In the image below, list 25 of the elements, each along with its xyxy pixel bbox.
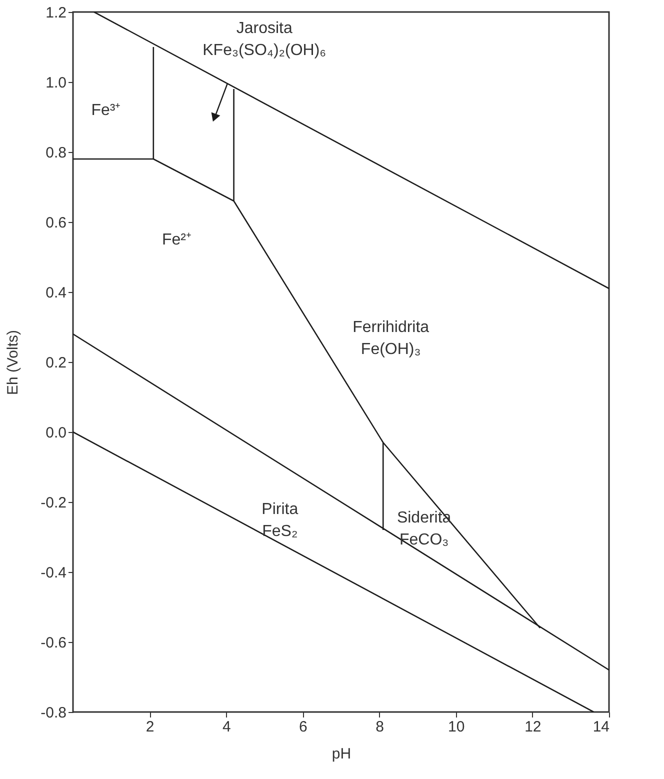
annotation: Fe³⁺ bbox=[91, 102, 120, 119]
x-tick-label: 12 bbox=[524, 718, 542, 736]
x-tick-label: 10 bbox=[448, 718, 465, 736]
x-tick-label: 14 bbox=[592, 718, 610, 736]
y-tick-label: -0.4 bbox=[40, 564, 66, 582]
y-tick-label: 0.2 bbox=[46, 354, 66, 372]
annotation: Ferrihidrita Fe(OH)₃ bbox=[352, 319, 430, 358]
y-tick-label: 0.4 bbox=[46, 284, 66, 302]
y-tick-label: 0.6 bbox=[46, 214, 66, 232]
x-tick-label: 4 bbox=[222, 718, 231, 736]
annotation: Pirita FeS₂ bbox=[262, 501, 298, 540]
y-axis-title: Eh (Volts) bbox=[4, 330, 22, 396]
x-axis-title: pH bbox=[332, 746, 352, 762]
annotation: Jarosita KFe₃(SO₄)₂(OH)₆ bbox=[202, 20, 326, 59]
y-tick-label: -0.8 bbox=[40, 704, 66, 722]
y-tick-label: 1.0 bbox=[46, 74, 66, 92]
y-tick-label: -0.6 bbox=[40, 634, 66, 652]
x-tick-label: 6 bbox=[299, 718, 308, 736]
y-tick-label: 0.0 bbox=[46, 424, 66, 442]
x-tick-label: 2 bbox=[146, 718, 154, 736]
annotation: Fe²⁺ bbox=[162, 232, 191, 248]
y-tick-label: -0.2 bbox=[40, 494, 66, 512]
x-tick-label: 8 bbox=[376, 718, 384, 736]
y-tick-label: 1.2 bbox=[46, 4, 66, 22]
y-tick-label: 0.8 bbox=[46, 144, 66, 162]
